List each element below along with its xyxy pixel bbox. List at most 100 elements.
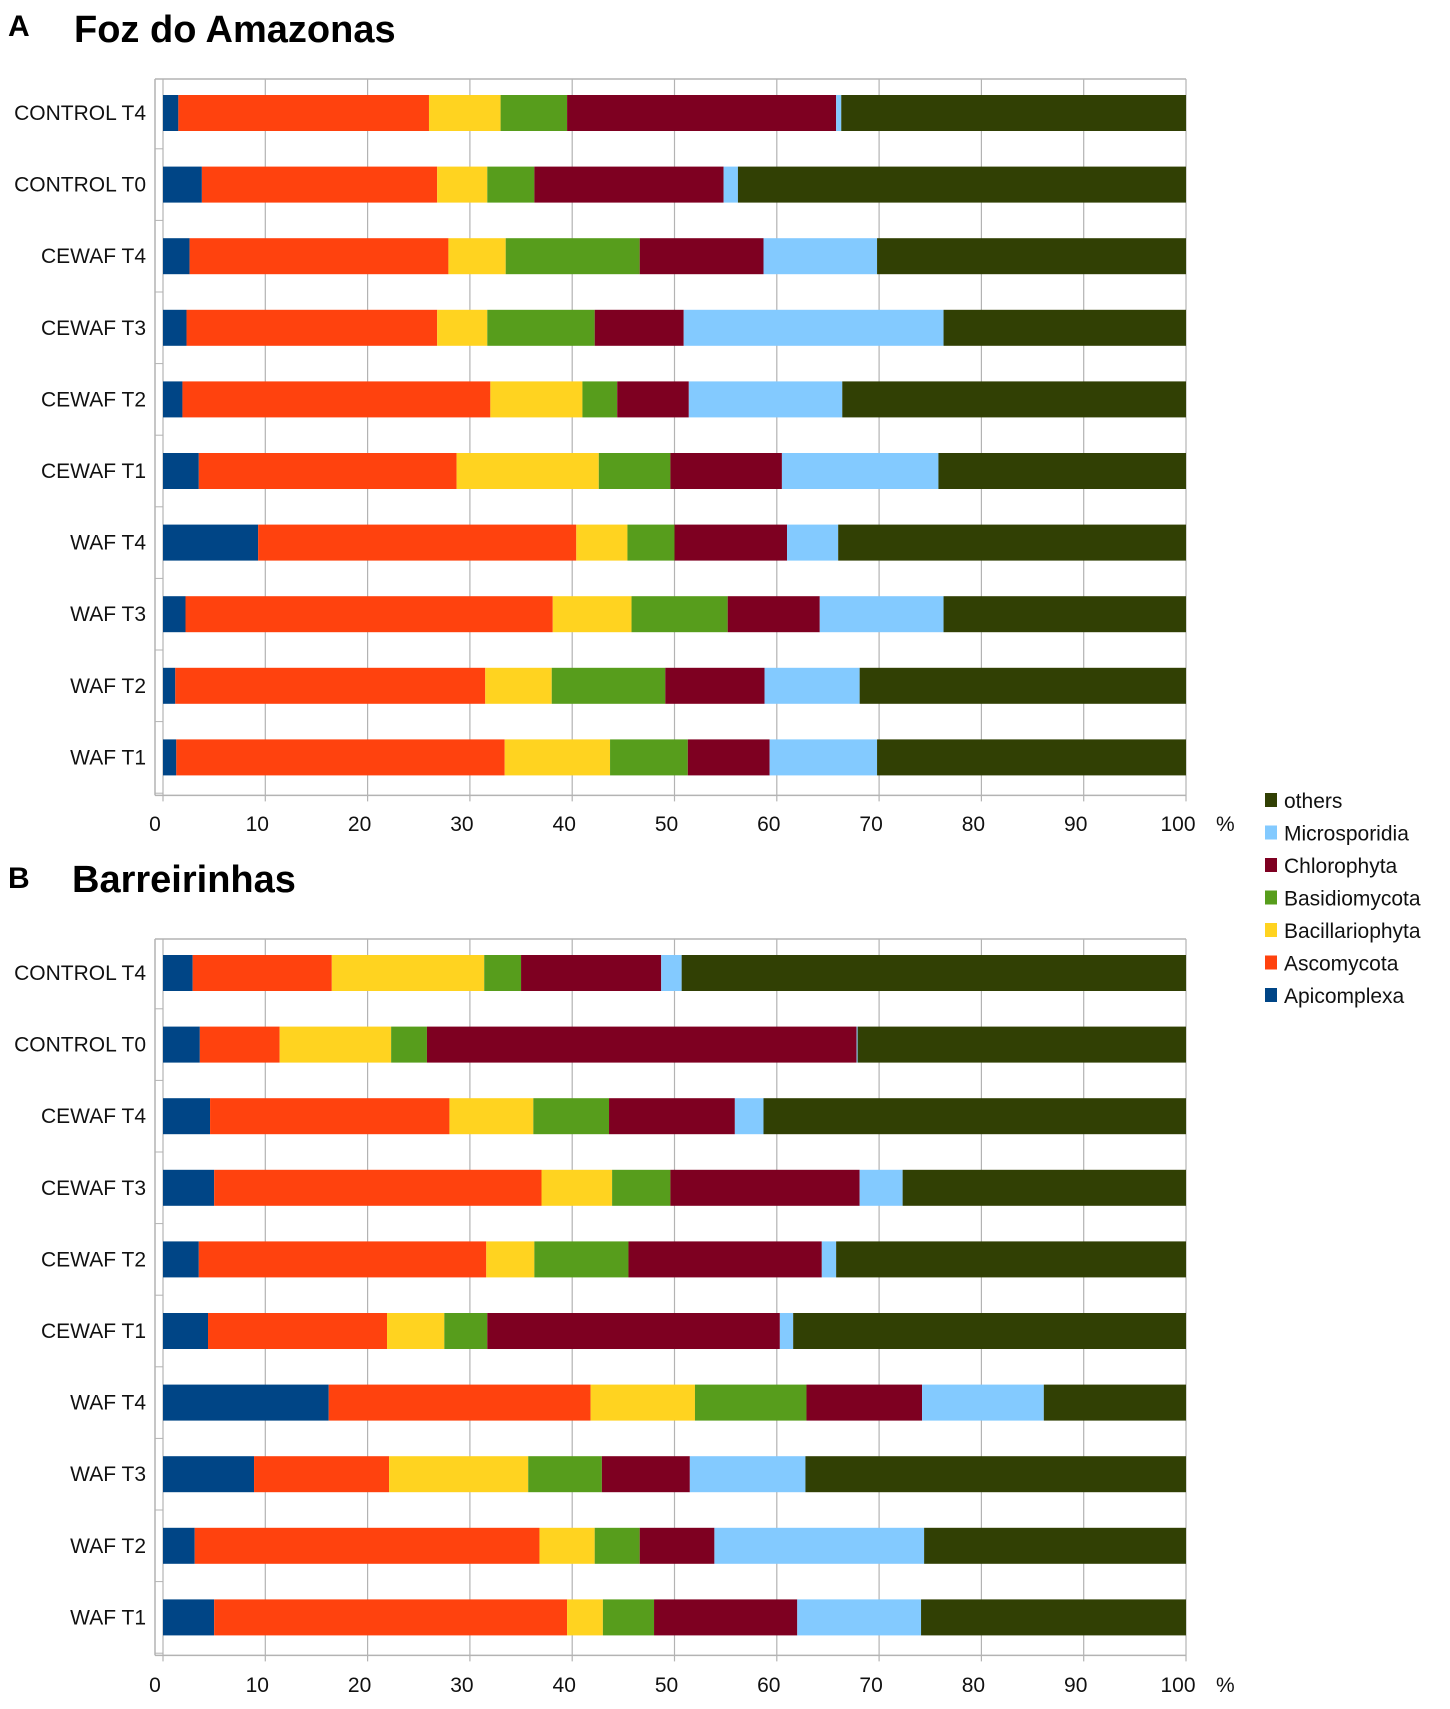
bar-segment-ascomycota — [182, 381, 491, 418]
bar-segment-microsporidia — [821, 1241, 837, 1278]
bar-segment-chlorophyta — [609, 1098, 735, 1135]
bar-segment-basidiomycota — [528, 1456, 602, 1493]
bar-segment-ascomycota — [214, 1599, 568, 1636]
x-tick-label: 60 — [757, 813, 780, 836]
bar-segment-chlorophyta — [567, 95, 837, 131]
legend-swatch-bacillariophyta — [1265, 923, 1277, 937]
bar-segment-apicomplexa — [163, 955, 193, 991]
bar-segment-ascomycota — [189, 238, 449, 275]
bar-segment-others — [793, 1313, 1186, 1349]
bar-segment-others — [1043, 1384, 1186, 1421]
x-tick-label: 80 — [962, 1674, 985, 1697]
bar-segment-others — [924, 1527, 1186, 1564]
bar-segment-others — [921, 1599, 1186, 1636]
bar-segment-chlorophyta — [628, 1241, 822, 1278]
x-tick-label: 30 — [450, 813, 473, 836]
x-tick-label: 100 — [1160, 1674, 1195, 1697]
bar-segment-basidiomycota — [444, 1313, 488, 1349]
category-label: WAF T3 — [70, 603, 146, 626]
bar-segment-ascomycota — [198, 1241, 487, 1278]
bar-segment-basidiomycota — [598, 453, 671, 489]
bar-segment-others — [938, 453, 1186, 489]
category-label: CEWAF T2 — [41, 1248, 146, 1271]
legend-label-microsporidia: Microsporidia — [1284, 823, 1409, 846]
category-label: CONTROL T4 — [14, 102, 146, 125]
legend-label-ascomycota: Ascomycota — [1284, 953, 1399, 976]
bar-segment-apicomplexa — [163, 1456, 255, 1493]
bar-segment-microsporidia — [797, 1599, 922, 1636]
bar-segment-apicomplexa — [163, 1313, 209, 1349]
bar-segment-others — [841, 95, 1186, 131]
bar-segment-chlorophyta — [727, 596, 820, 633]
bar-segment-microsporidia — [764, 667, 860, 704]
bar-segment-chlorophyta — [687, 739, 770, 776]
bar-segment-ascomycota — [328, 1384, 591, 1421]
bar-segment-apicomplexa — [163, 667, 176, 704]
bar-segment-ascomycota — [192, 955, 332, 991]
bar-segment-basidiomycota — [627, 524, 675, 561]
bar-segment-ascomycota — [214, 1169, 542, 1206]
bar-segment-others — [681, 955, 1186, 991]
bar-segment-bacillariophyta — [389, 1456, 529, 1493]
bar-segment-chlorophyta — [487, 1313, 780, 1349]
legend-label-chlorophyta: Chlorophyta — [1284, 855, 1398, 878]
bar-segment-apicomplexa — [163, 166, 202, 203]
panel-a-plot: 0 10 20 30 40 50 60 70 80 90 100 % CONTROL T4 CONTROL… — [14, 78, 1235, 836]
legend-swatch-ascomycota — [1265, 955, 1277, 970]
bar-segment-microsporidia — [714, 1527, 925, 1564]
legend: others Microsporidia Chlorophyta Basidiomyc… — [1265, 790, 1421, 1008]
category-label: CEWAF T1 — [41, 1320, 146, 1343]
bar-segment-microsporidia — [683, 309, 944, 346]
x-tick-label: 10 — [246, 813, 269, 836]
bar-segment-bacillariophyta — [437, 309, 488, 346]
bar-segment-others — [902, 1169, 1186, 1206]
bar-segment-others — [877, 238, 1186, 275]
bar-segment-apicomplexa — [163, 1384, 329, 1421]
x-tick-label: 20 — [348, 813, 371, 836]
bar-segment-bacillariophyta — [437, 166, 488, 203]
x-tick-label: 70 — [859, 813, 882, 836]
category-label: CEWAF T2 — [41, 388, 146, 411]
category-label: WAF T1 — [70, 746, 146, 769]
bar-segment-microsporidia — [689, 1456, 806, 1493]
bar-segment-basidiomycota — [391, 1026, 427, 1063]
bar-segment-ascomycota — [208, 1313, 388, 1349]
category-label: CEWAF T4 — [41, 1105, 146, 1128]
category-label: CEWAF T3 — [41, 1177, 146, 1200]
bar-segment-chlorophyta — [665, 667, 765, 704]
bar-segment-microsporidia — [781, 453, 939, 489]
bar-segment-basidiomycota — [582, 381, 618, 418]
category-label: CEWAF T3 — [41, 317, 146, 340]
panel-b-plot: 0 10 20 30 40 50 60 70 80 90 100 % CONTROL T4 CONTROL… — [14, 938, 1235, 1697]
bar-segment-others — [859, 667, 1186, 704]
legend-swatch-microsporidia — [1265, 825, 1277, 840]
bar-segment-chlorophyta — [674, 524, 788, 561]
panel-b-title: Barreirinhas — [72, 859, 296, 901]
bar-segment-apicomplexa — [163, 1098, 211, 1135]
bar-segment-apicomplexa — [163, 596, 186, 633]
bar-segment-bacillariophyta — [552, 596, 632, 633]
bar-segment-chlorophyta — [594, 309, 684, 346]
bar-segment-others — [842, 381, 1186, 418]
bar-segment-bacillariophyta — [449, 1098, 534, 1135]
x-tick-label: 0 — [149, 813, 161, 836]
bar-segment-bacillariophyta — [448, 238, 506, 275]
bar-segment-chlorophyta — [639, 1527, 715, 1564]
bar-segment-basidiomycota — [534, 1241, 629, 1278]
bar-segment-basidiomycota — [694, 1384, 807, 1421]
bar-segment-microsporidia — [763, 238, 878, 275]
bar-segment-chlorophyta — [521, 955, 662, 991]
bar-segment-microsporidia — [922, 1384, 1044, 1421]
bar-segment-bacillariophyta — [456, 453, 599, 489]
bar-segment-apicomplexa — [163, 309, 187, 346]
bar-segment-ascomycota — [210, 1098, 450, 1135]
x-tick-label: 40 — [553, 1674, 576, 1697]
bar-segment-microsporidia — [769, 739, 878, 776]
bar-segment-chlorophyta — [639, 238, 764, 275]
bar-segment-chlorophyta — [670, 1169, 860, 1206]
bar-segment-microsporidia — [688, 381, 843, 418]
bar-segment-bacillariophyta — [576, 524, 628, 561]
bar-segment-basidiomycota — [505, 238, 640, 275]
category-label: CONTROL T0 — [14, 174, 146, 197]
